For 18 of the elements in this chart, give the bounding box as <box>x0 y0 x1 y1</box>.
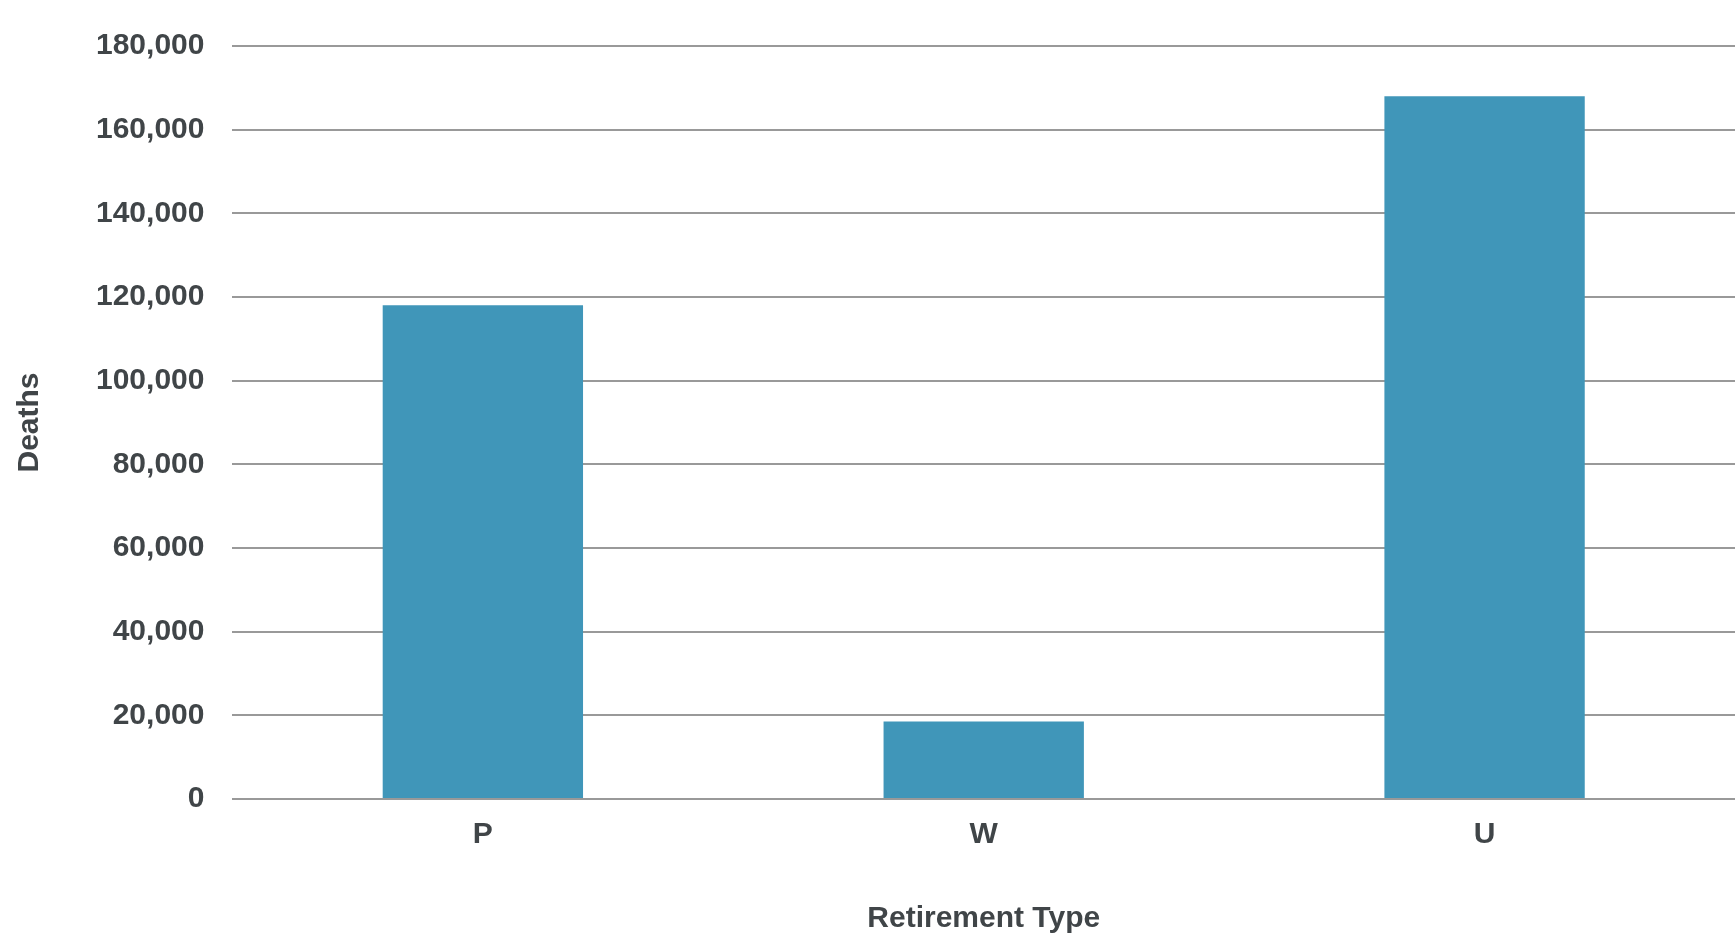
x-tick-label: U <box>1473 816 1496 850</box>
y-tick-label: 40,000 <box>112 612 205 646</box>
y-tick-label: 0 <box>187 780 205 814</box>
y-tick-label: 60,000 <box>112 529 205 563</box>
y-axis-title: Deaths <box>11 372 45 473</box>
y-tick-label: 160,000 <box>95 110 205 144</box>
y-tick-label: 120,000 <box>95 278 205 312</box>
y-tick-label: 20,000 <box>112 696 205 730</box>
bar <box>382 305 584 798</box>
bar <box>1384 96 1585 798</box>
bar <box>883 721 1084 798</box>
y-tick-label: 140,000 <box>95 194 205 228</box>
y-tick-label: 80,000 <box>112 445 205 479</box>
y-tick-label: 180,000 <box>95 27 205 61</box>
y-tick-label: 100,000 <box>95 361 205 395</box>
x-axis-title: Retirement Type <box>867 900 1101 934</box>
x-tick-label: P <box>472 816 493 850</box>
x-tick-label: W <box>969 816 999 850</box>
